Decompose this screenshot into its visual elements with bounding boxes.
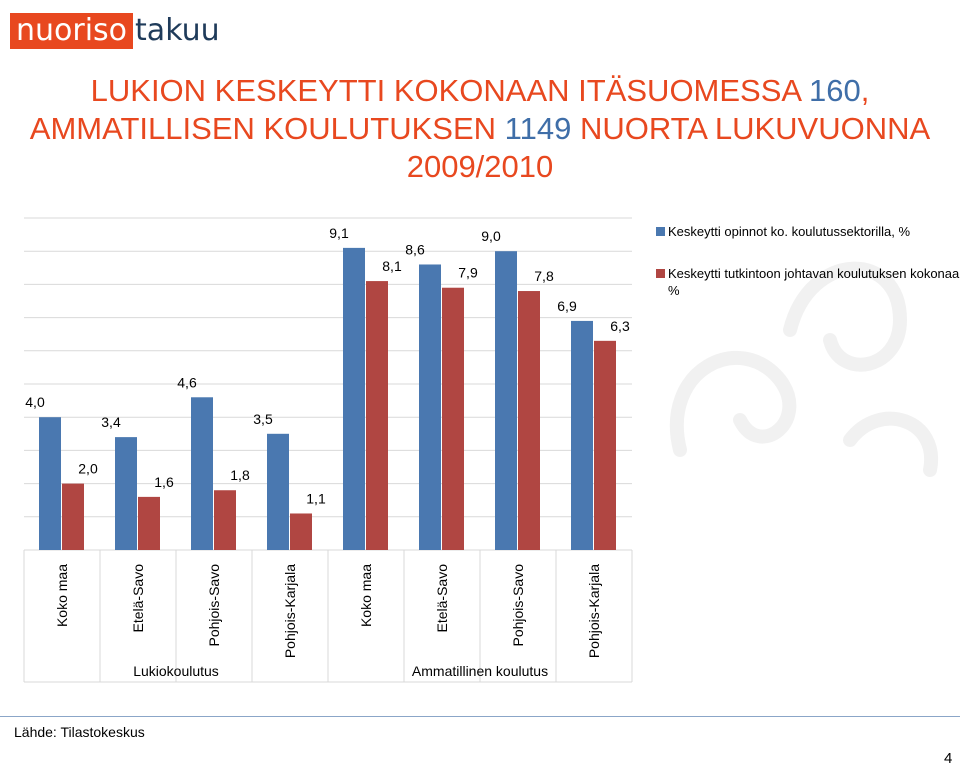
title-line-1: LUKION KESKEYTTI KOKONAAN ITÄSUOMESSA 16… (0, 72, 960, 110)
bar (442, 287, 464, 550)
data-label: 9,0 (481, 228, 501, 244)
data-label: 9,1 (329, 225, 349, 241)
nuorisotakuu-logo: nuoriso takuu (10, 12, 220, 50)
bar-chart: 4,0 3,4 4,6 3,5 9,1 8,6 9,0 6,9 2,0 1,6 1,8 1,1 8,1 7… (23, 217, 960, 683)
legend-swatch (656, 269, 665, 278)
page-title: LUKION KESKEYTTI KOKONAAN ITÄSUOMESSA 16… (0, 72, 960, 186)
bar (343, 247, 365, 550)
page-number: 4 (944, 750, 953, 767)
data-label: 1,8 (230, 467, 250, 483)
bar (366, 281, 388, 550)
title-line-2: AMMATILLISEN KOULUTUKSEN 1149 NUORTA LUK… (0, 110, 960, 148)
category-label: Pohjois-Karjala (586, 564, 602, 658)
title-lukio-count: 160 (808, 73, 861, 108)
data-label: 3,4 (101, 414, 121, 430)
bar (267, 433, 289, 550)
bar (571, 320, 593, 550)
bar (419, 264, 441, 550)
data-label: 8,6 (405, 241, 425, 257)
bar (290, 513, 312, 550)
data-label: 4,6 (177, 374, 197, 390)
footer-divider (0, 716, 960, 717)
bars (39, 247, 616, 550)
title-line-3: 2009/2010 (406, 149, 554, 184)
bar (62, 483, 84, 550)
data-label: 6,9 (557, 298, 577, 314)
group-label: Lukiokoulutus (133, 663, 219, 679)
data-label: 1,6 (154, 474, 174, 490)
title-line-1-text: LUKION KESKEYTTI KOKONAAN ITÄSUOMESSA (90, 73, 809, 108)
legend-label: Keskeytti opinnot ko. koulutussektorilla… (668, 224, 911, 239)
bar (115, 437, 137, 550)
legend: Keskeytti opinnot ko. koulutussektorilla… (656, 224, 960, 298)
bar (594, 340, 616, 550)
group-label: Ammatillinen koulutus (412, 663, 548, 679)
bar (518, 291, 540, 550)
legend-label-line: Keskeytti tutkintoon johtavan koulutukse… (668, 266, 960, 281)
data-label: 1,1 (306, 490, 326, 506)
decorative-swirl-background (669, 261, 939, 477)
category-label: Koko maa (54, 564, 70, 627)
category-label: Etelä-Savo (434, 564, 450, 633)
category-label: Pohjois-Karjala (282, 564, 298, 658)
title-line-1-end: , (860, 73, 870, 108)
category-label: Pohjois-Savo (206, 564, 222, 647)
category-axis: Koko maa Etelä-Savo Pohjois-Savo Pohjois-Ka… (23, 550, 633, 683)
bar (214, 490, 236, 550)
category-label: Pohjois-Savo (510, 564, 526, 647)
bar (191, 397, 213, 550)
bar (39, 417, 61, 550)
data-label: 4,0 (25, 394, 45, 410)
bar (495, 251, 517, 550)
category-label: Etelä-Savo (130, 564, 146, 633)
data-label: 7,9 (458, 265, 478, 281)
legend-label-line: % (668, 283, 680, 298)
legend-swatch (656, 227, 665, 236)
data-label: 7,8 (534, 268, 554, 284)
data-label: 6,3 (610, 318, 630, 334)
category-label: Koko maa (358, 564, 374, 627)
bar (138, 496, 160, 550)
title-line-2-end: NUORTA LUKUVUONNA (571, 111, 931, 146)
title-ammatillinen-count: 1149 (504, 111, 572, 146)
logo-part-2: takuu (135, 13, 220, 48)
logo-part-1: nuoriso (10, 13, 134, 49)
data-label: 3,5 (253, 411, 273, 427)
legend-label: Keskeytti tutkintoon johtavan koulutukse… (668, 266, 960, 298)
source-note: Lähde: Tilastokeskus (14, 724, 145, 740)
data-label: 8,1 (382, 258, 402, 274)
data-labels: 4,0 3,4 4,6 3,5 9,1 8,6 9,0 6,9 2,0 1,6 1,8 1,1 8,1 7… (25, 225, 630, 507)
data-label: 2,0 (78, 461, 98, 477)
title-line-2-text: AMMATILLISEN KOULUTUKSEN (29, 111, 505, 146)
